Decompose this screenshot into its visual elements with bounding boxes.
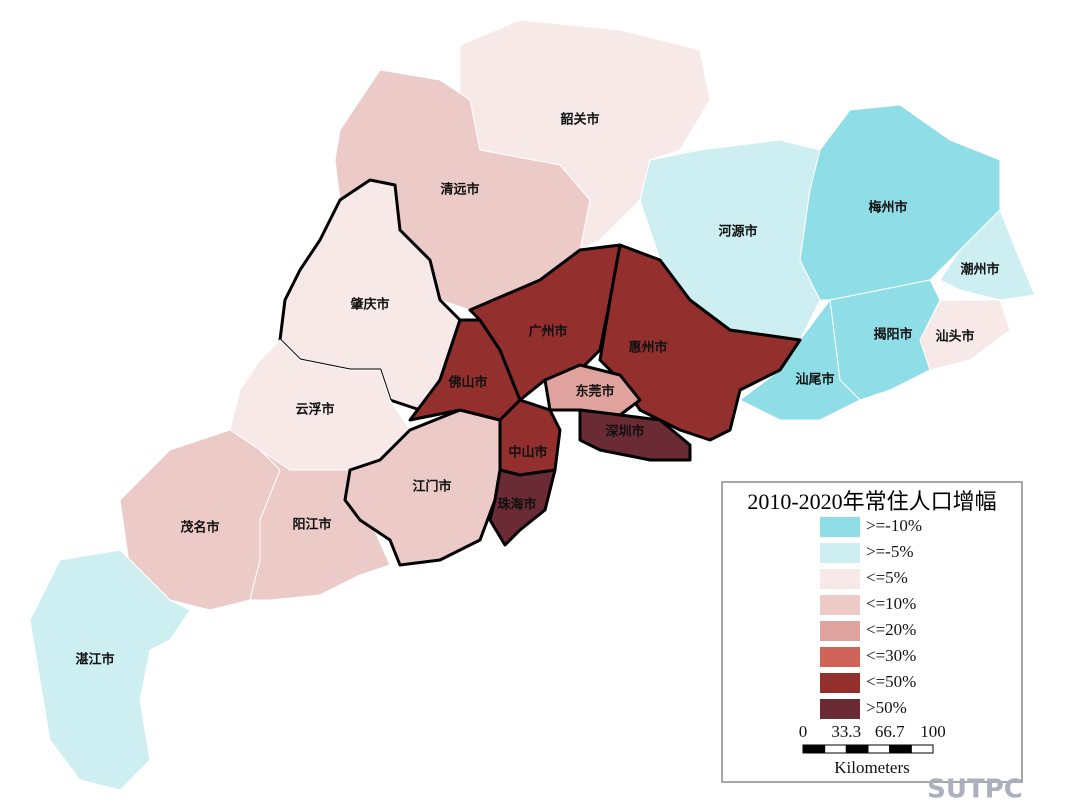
region — [739, 299, 861, 421]
legend-label: <=5% — [866, 568, 908, 587]
legend-swatch — [820, 569, 860, 589]
region — [799, 104, 1001, 301]
legend-label: <=30% — [866, 646, 916, 665]
scale-label: 66.7 — [875, 722, 905, 741]
regions — [29, 19, 1036, 791]
legend-swatch — [820, 543, 860, 563]
legend-label: >=-5% — [866, 542, 914, 561]
scale-segment — [867, 744, 891, 754]
legend-title: 2010-2020年常住人口增幅 — [747, 489, 996, 514]
city-label: 清远市 — [440, 182, 479, 198]
region — [939, 209, 1036, 301]
legend: >=-10% >=-5% <=5% <=10% <=20% <=30% <=50% >50% 0… — [799, 516, 946, 754]
legend-swatch — [820, 595, 860, 615]
city-label: 河源市 — [718, 224, 757, 240]
region — [578, 408, 692, 462]
city-label: 珠海市 — [497, 497, 536, 513]
scale-segment — [802, 744, 826, 754]
city-label: 揭阳市 — [873, 327, 912, 343]
scale-unit: Kilometers — [834, 758, 910, 777]
city-label: 茂名市 — [180, 520, 219, 536]
city-label: 深圳市 — [605, 424, 644, 440]
legend-swatch — [820, 699, 860, 719]
city-label: 梅州市 — [868, 200, 907, 216]
legend-swatch — [820, 647, 860, 667]
city-label: 潮州市 — [960, 262, 999, 278]
scale-label: 100 — [920, 722, 946, 741]
city-label: 云浮市 — [295, 402, 334, 418]
legend-swatch — [820, 517, 860, 537]
city-label: 东莞市 — [575, 384, 614, 400]
scale-segment — [889, 744, 912, 754]
city-label: 汕头市 — [935, 329, 974, 345]
scale-segment — [824, 744, 847, 754]
legend-label: <=50% — [866, 672, 916, 691]
city-label: 阳江市 — [292, 517, 331, 533]
region — [543, 363, 642, 417]
legend-box — [721, 481, 1023, 783]
city-label: 中山市 — [508, 445, 547, 461]
watermark: SUTPC — [927, 775, 1023, 805]
region — [498, 398, 562, 477]
region — [598, 243, 802, 442]
scale-segment — [845, 744, 869, 754]
scale-label: 0 — [799, 722, 808, 741]
legend-label: <=20% — [866, 620, 916, 639]
legend-label: >50% — [866, 698, 907, 717]
legend-label: <=10% — [866, 594, 916, 613]
city-label: 广州市 — [528, 324, 567, 340]
city-label: 肇庆市 — [349, 297, 389, 313]
legend-swatch — [820, 621, 860, 641]
region — [468, 243, 622, 402]
region — [343, 408, 502, 567]
legend-swatch — [820, 673, 860, 693]
city-label: 韶关市 — [560, 112, 599, 128]
scale-label: 33.3 — [831, 722, 861, 741]
region — [278, 178, 462, 412]
city-label: 惠州市 — [628, 340, 667, 356]
region — [29, 549, 191, 791]
city-label: 佛山市 — [447, 375, 487, 391]
region — [488, 468, 557, 547]
city-label: 江门市 — [412, 479, 451, 495]
city-label: 湛江市 — [75, 652, 114, 668]
city-label: 汕尾市 — [795, 372, 834, 388]
legend-label: >=-10% — [866, 516, 922, 535]
scale-segment — [910, 744, 934, 754]
